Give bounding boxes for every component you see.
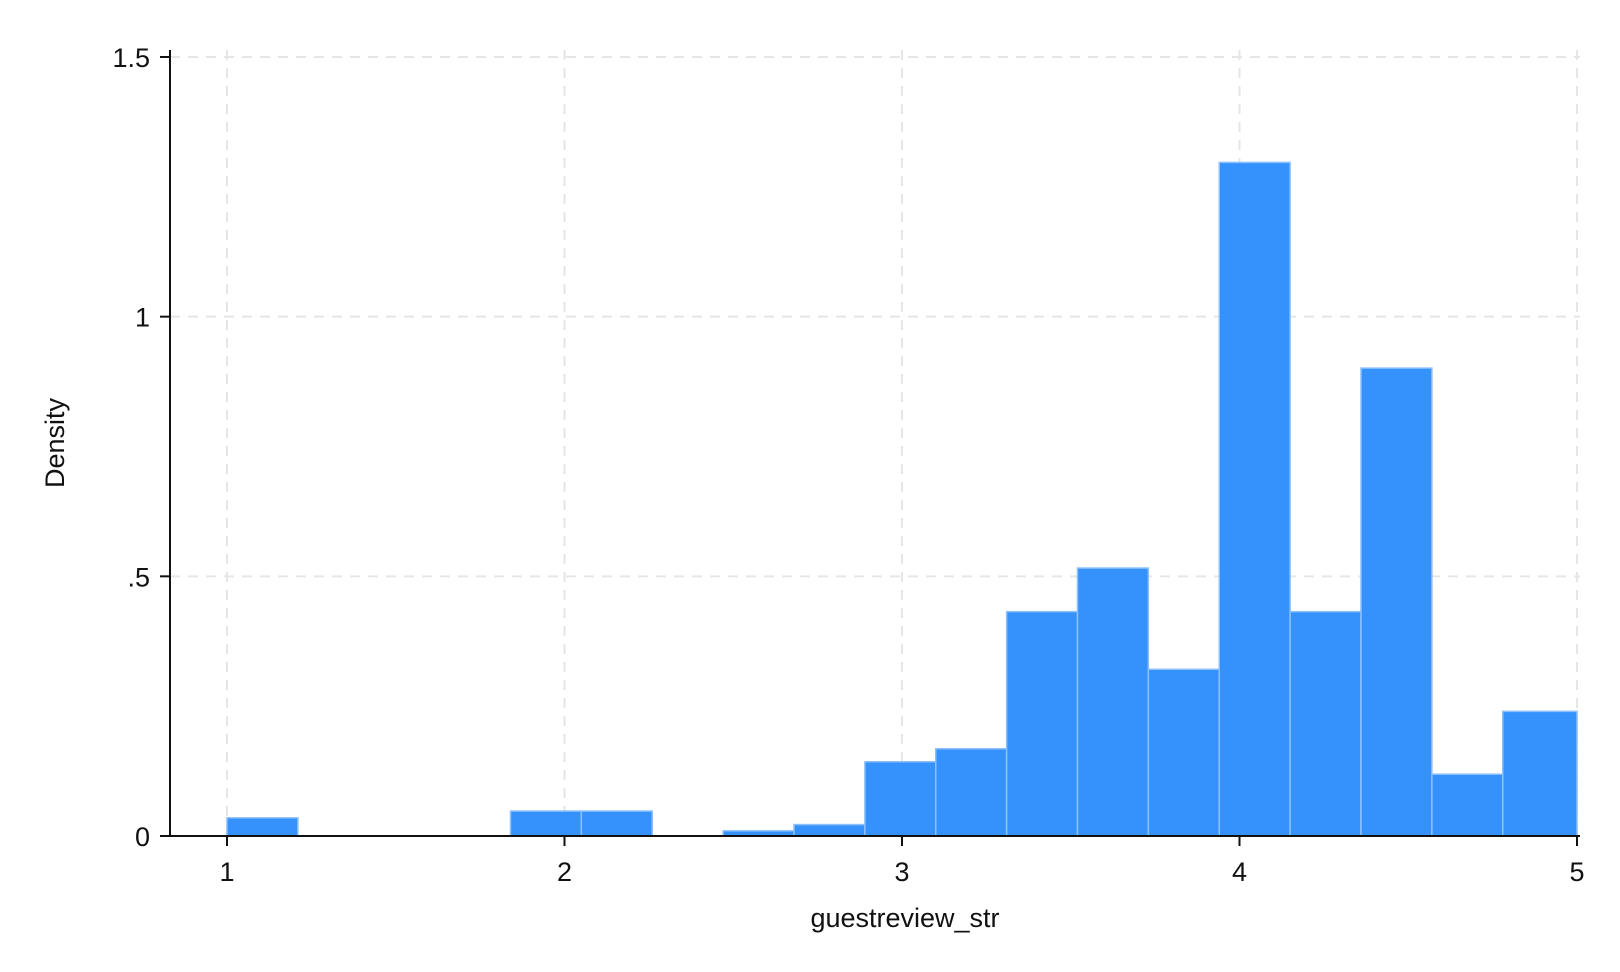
x-tick-label: 4 <box>1232 857 1247 887</box>
y-tick-label: 1.5 <box>112 43 150 73</box>
y-axis-title: Density <box>40 397 70 488</box>
x-axis-title: guestreview_str <box>810 903 999 933</box>
histogram-bar <box>580 810 653 837</box>
x-tick-label: 1 <box>219 857 234 887</box>
histogram-bar <box>509 810 583 837</box>
histogram-bar <box>1005 610 1079 837</box>
histogram-bar <box>1502 710 1578 837</box>
histogram-bar <box>1289 610 1362 837</box>
histogram-bar <box>793 823 866 837</box>
x-tick-label: 2 <box>557 857 572 887</box>
y-tick-label: 1 <box>135 303 150 333</box>
y-tick-label: .5 <box>127 562 150 592</box>
histogram-bar <box>935 748 1008 837</box>
histogram-bar <box>864 760 937 837</box>
x-tick-label: 5 <box>1569 857 1584 887</box>
x-tick-label: 3 <box>894 857 909 887</box>
histogram-bar <box>226 817 299 837</box>
histogram-bar <box>1218 161 1291 837</box>
histogram-bar <box>1147 668 1220 837</box>
histogram-bar <box>1431 773 1504 837</box>
histogram-bar <box>1076 567 1150 837</box>
tick-labels: 1 2 3 4 5 0 .5 1 1.5 <box>112 43 1584 887</box>
y-tick-label: 0 <box>135 822 150 852</box>
axes <box>160 50 1580 846</box>
histogram-bars <box>226 161 1578 837</box>
histogram-bar <box>1360 367 1433 837</box>
